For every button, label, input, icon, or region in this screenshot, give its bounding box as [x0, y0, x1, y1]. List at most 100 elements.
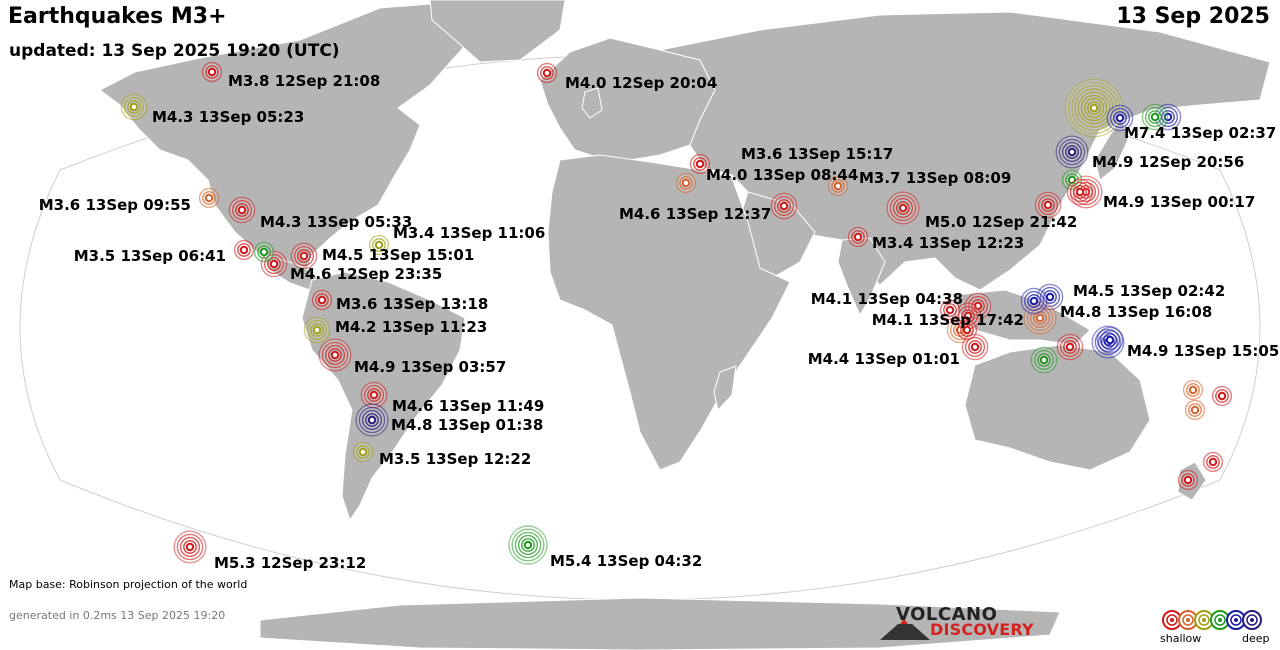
quake-label-6: M3.5 13Sep 06:41 — [74, 247, 226, 265]
quake-marker-extra-18 — [1106, 104, 1134, 132]
quake-marker-extra-16 — [1202, 451, 1224, 473]
quake-label-8: M4.6 12Sep 23:35 — [290, 265, 442, 283]
quake-label-0: M3.8 12Sep 21:08 — [228, 72, 380, 90]
quake-label-14: M3.5 13Sep 12:22 — [379, 450, 531, 468]
earthquake-markers — [120, 61, 1233, 565]
quake-marker-10 — [303, 316, 331, 344]
quake-marker-24 — [1055, 135, 1089, 169]
landmass-japan — [1094, 116, 1129, 181]
quake-marker-extra-9 — [956, 319, 978, 341]
depth-legend: shallow deep — [1158, 606, 1270, 646]
depth-legend-ring-2 — [1194, 610, 1214, 630]
quake-label-7: M4.5 13Sep 15:01 — [322, 246, 474, 264]
quake-marker-extra-4 — [1020, 287, 1048, 315]
quake-label-21: M5.0 12Sep 21:42 — [925, 213, 1077, 231]
quake-marker-5 — [368, 234, 390, 256]
quake-label-16: M5.4 13Sep 04:32 — [550, 552, 702, 570]
quake-marker-0 — [201, 61, 223, 83]
quake-label-25: M4.9 13Sep 00:17 — [1103, 193, 1255, 211]
quake-marker-22 — [847, 226, 869, 248]
map-base-note: Map base: Robinson projection of the wor… — [9, 578, 248, 591]
depth-color-scale — [1162, 610, 1262, 630]
landmass-asia — [659, 11, 1271, 291]
quake-label-17: M3.6 13Sep 15:17 — [741, 145, 893, 163]
quake-marker-17 — [689, 153, 711, 175]
quake-marker-18 — [675, 172, 697, 194]
quake-marker-extra-0 — [253, 241, 275, 263]
quake-marker-extra-13 — [1211, 385, 1233, 407]
quake-marker-13 — [355, 403, 389, 437]
quake-label-3: M3.6 13Sep 09:55 — [39, 196, 191, 214]
quake-label-10: M4.2 13Sep 11:23 — [335, 318, 487, 336]
quake-marker-6 — [233, 239, 255, 261]
earthquake-labels: M3.8 12Sep 21:08 M4.3 13Sep 05:23 M4.0 12S… — [39, 72, 1280, 572]
quake-label-23: M7.4 13Sep 02:37 — [1124, 124, 1276, 142]
quake-label-11: M4.9 13Sep 03:57 — [354, 358, 506, 376]
quake-marker-1 — [120, 93, 148, 121]
quake-marker-extra-14 — [1184, 399, 1206, 421]
quake-label-2: M4.0 12Sep 20:04 — [565, 74, 717, 92]
updated-timestamp: updated: 13 Sep 2025 19:20 (UTC) — [9, 41, 340, 61]
quake-marker-11 — [318, 338, 352, 372]
volcano-discovery-logo[interactable]: VOLCANO DISCOVERY — [880, 604, 1040, 640]
quake-label-26: M4.1 13Sep 04:38 — [811, 290, 963, 308]
quake-marker-14 — [352, 441, 374, 463]
depth-legend-shallow: shallow — [1160, 632, 1202, 645]
logo-text-volcano: VOLCANO — [896, 604, 998, 625]
quake-marker-extra-6 — [1034, 191, 1062, 219]
quake-label-12: M4.6 13Sep 11:49 — [392, 397, 544, 415]
quake-label-27: M4.1 13Sep 17:42 — [872, 311, 1024, 329]
quake-label-1: M4.3 13Sep 05:23 — [152, 108, 304, 126]
landmass-madagascar — [713, 365, 737, 412]
quake-marker-3 — [198, 187, 220, 209]
quake-label-30: M4.8 13Sep 16:08 — [1060, 303, 1212, 321]
quake-label-5: M3.4 13Sep 11:06 — [393, 224, 545, 242]
quake-marker-extra-12 — [1182, 379, 1204, 401]
quake-marker-19 — [770, 192, 798, 220]
quake-label-18: M4.0 13Sep 08:44 — [706, 166, 858, 184]
quake-label-19: M4.6 13Sep 12:37 — [619, 205, 771, 223]
quake-label-15: M5.3 12Sep 23:12 — [214, 554, 366, 572]
map-date: 13 Sep 2025 — [1116, 4, 1270, 29]
quake-label-13: M4.8 13Sep 01:38 — [391, 416, 543, 434]
quake-marker-15 — [173, 530, 207, 564]
quake-marker-extra-8 — [1056, 333, 1084, 361]
landmass-greenland — [429, 0, 566, 63]
generated-note: generated in 0.2ms 13 Sep 2025 19:20 — [9, 609, 226, 622]
depth-legend-ring-4 — [1226, 610, 1246, 630]
landmass-india — [837, 237, 886, 317]
quake-marker-21 — [886, 191, 920, 225]
quake-label-9: M3.6 13Sep 13:18 — [336, 295, 488, 313]
depth-legend-ring-3 — [1210, 610, 1230, 630]
quake-marker-16 — [508, 525, 548, 565]
quake-marker-extra-3 — [1141, 103, 1169, 131]
depth-legend-ring-1 — [1178, 610, 1198, 630]
quake-marker-extra-10 — [939, 299, 961, 321]
landmass-australia — [964, 344, 1151, 471]
depth-legend-ring-5 — [1242, 610, 1262, 630]
quake-marker-extra-11 — [1030, 346, 1058, 374]
quake-marker-20 — [827, 175, 849, 197]
quake-label-24: M4.9 12Sep 20:56 — [1092, 153, 1244, 171]
quake-marker-extra-17 — [1096, 326, 1124, 354]
depth-legend-deep: deep — [1242, 632, 1270, 645]
quake-marker-2 — [536, 62, 558, 84]
quake-marker-4 — [228, 196, 256, 224]
quake-marker-26 — [964, 292, 992, 320]
quake-label-31: M4.9 13Sep 15:05 — [1127, 342, 1279, 360]
quake-marker-9 — [311, 289, 333, 311]
landmass-uk — [581, 87, 603, 119]
landmass-antarctica — [259, 597, 1061, 650]
quake-label-28: M4.4 13Sep 01:01 — [808, 350, 960, 368]
quake-label-29: M4.5 13Sep 02:42 — [1073, 282, 1225, 300]
quake-marker-extra-5 — [1066, 178, 1094, 206]
quake-label-22: M3.4 13Sep 12:23 — [872, 234, 1024, 252]
quake-label-20: M3.7 13Sep 08:09 — [859, 169, 1011, 187]
landmass-africa — [547, 154, 791, 471]
quake-marker-7 — [290, 242, 318, 270]
volcano-icon — [880, 619, 930, 640]
map-land — [19, 0, 1271, 650]
quake-label-4: M4.3 13Sep 05:33 — [260, 213, 412, 231]
logo-text-discovery: DISCOVERY — [930, 620, 1034, 639]
